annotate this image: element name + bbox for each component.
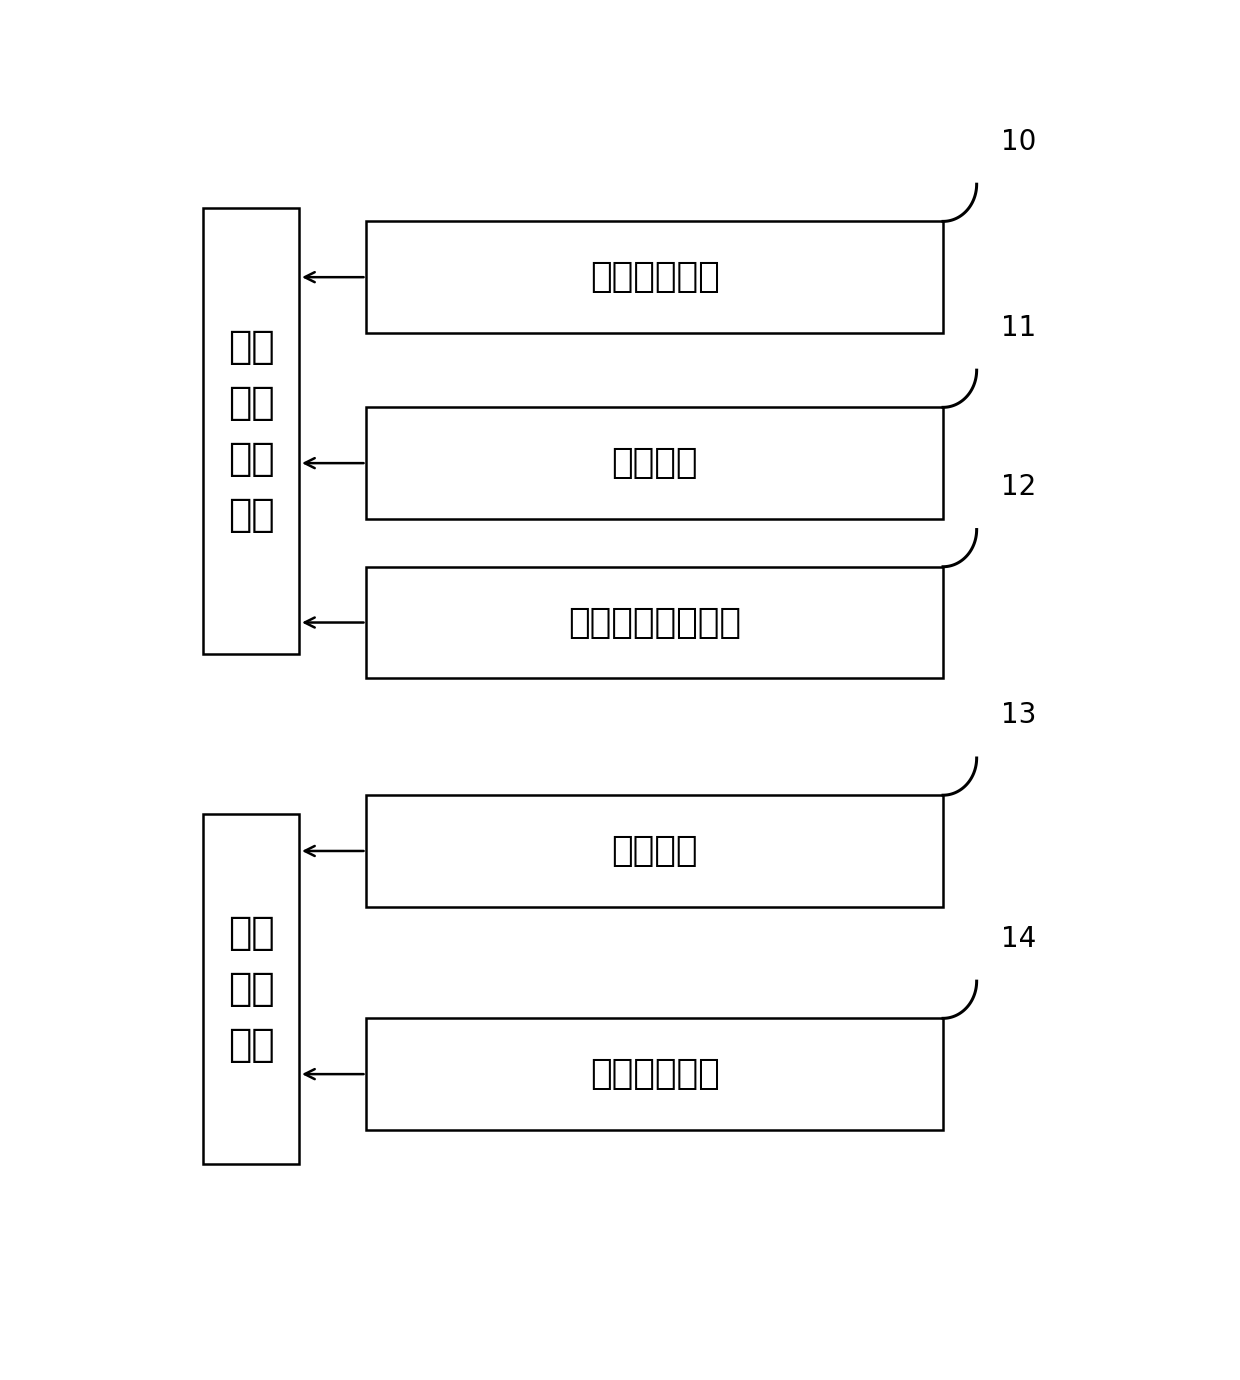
Text: 10: 10 [1001, 128, 1037, 156]
Bar [367, 221, 942, 333]
Text: 12: 12 [1001, 473, 1035, 501]
Text: 传感模块: 传感模块 [611, 834, 698, 868]
Bar [367, 407, 942, 519]
Bar [203, 208, 299, 654]
Text: 数据分析整理模块: 数据分析整理模块 [568, 606, 742, 639]
Text: 分析计算模块: 分析计算模块 [590, 1057, 719, 1092]
Text: 11: 11 [1001, 313, 1035, 342]
Bar [367, 1018, 942, 1130]
Bar [367, 795, 942, 907]
Bar [367, 567, 942, 679]
Text: 数据采集模块: 数据采集模块 [590, 261, 719, 294]
Text: 14: 14 [1001, 925, 1035, 952]
Text: 压力
检测
模块: 压力 检测 模块 [228, 914, 274, 1064]
Bar [203, 814, 299, 1165]
Text: 传输模块: 传输模块 [611, 446, 698, 480]
Text: 变化
曲线
绘制
模块: 变化 曲线 绘制 模块 [228, 328, 274, 534]
Text: 13: 13 [1001, 701, 1037, 730]
